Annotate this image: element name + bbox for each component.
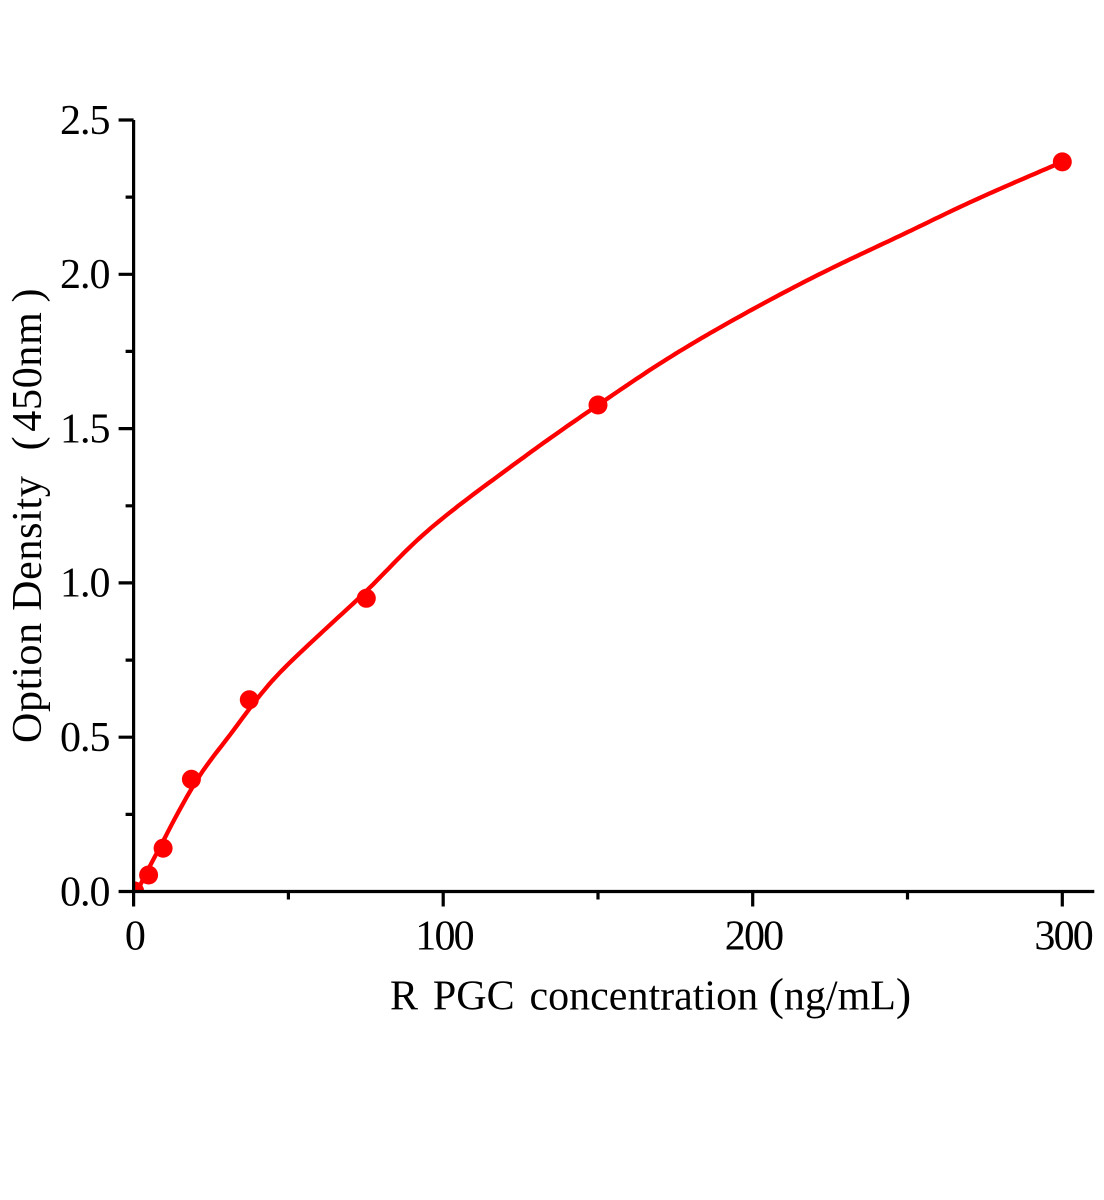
svg-text:0.0: 0.0 (60, 869, 110, 915)
svg-text:300: 300 (1034, 914, 1092, 960)
svg-text:200: 200 (725, 914, 783, 960)
svg-text:Option Density(450nm): Option Density(450nm) (5, 288, 51, 743)
svg-text:2.0: 2.0 (60, 252, 110, 298)
svg-text:2.5: 2.5 (60, 98, 110, 144)
svg-text:1.5: 1.5 (60, 406, 110, 452)
svg-text:R PGC concentration (ng/mL): R PGC concentration (ng/mL) (390, 969, 911, 1020)
svg-text:1.0: 1.0 (60, 561, 110, 607)
svg-text:0.5: 0.5 (60, 715, 110, 761)
svg-text:100: 100 (415, 914, 473, 960)
svg-text:0: 0 (125, 914, 145, 960)
